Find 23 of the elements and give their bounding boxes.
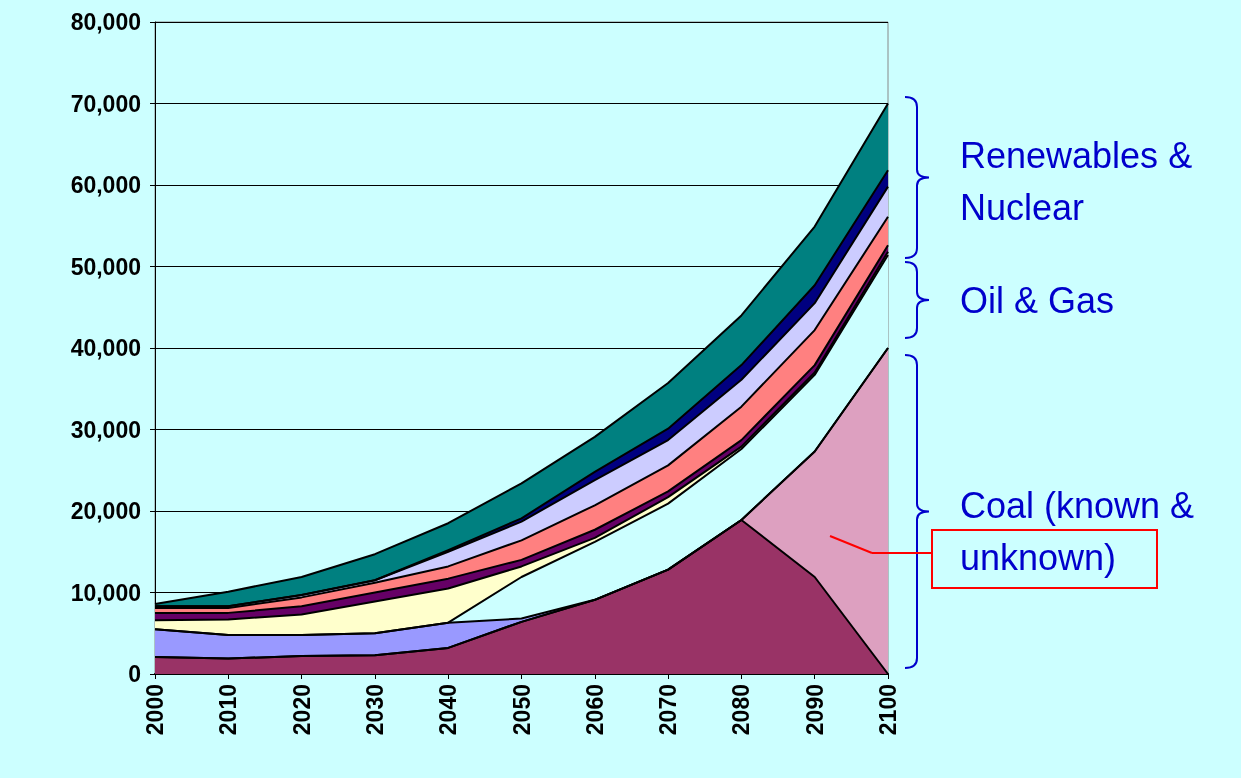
y-tick-label: 70,000: [70, 90, 141, 117]
x-tick-label: 2080: [728, 684, 755, 736]
y-tick-label: 60,000: [70, 172, 141, 198]
y-tick-label: 50,000: [70, 253, 141, 280]
y-tick-label: 40,000: [70, 335, 141, 361]
y-tick-label: 20,000: [70, 498, 141, 524]
y-tick-label: 30,000: [70, 416, 141, 443]
text: Oil & Gas: [960, 279, 1116, 323]
x-tick-label: 2040: [435, 684, 462, 736]
x-tick-label: 2070: [655, 684, 682, 736]
y-tick-label: 80,000: [70, 9, 141, 35]
x-tick-label: 2060: [581, 684, 608, 736]
y-tick-label: 10,000: [70, 579, 141, 606]
x-tick-label: 2030: [361, 684, 388, 736]
x-tick-label: 2090: [801, 684, 828, 736]
x-tick-label: 2020: [288, 684, 315, 736]
text: Renewables & Nuclear: [960, 134, 1194, 230]
y-tick-label: 0: [128, 661, 141, 687]
text: Coal (known & unknown): [960, 484, 1196, 580]
x-tick-label: 2100: [875, 684, 901, 736]
x-tick-label: 2010: [215, 684, 242, 736]
x-tick-label: 2050: [508, 684, 535, 736]
x-tick-label: 2000: [142, 684, 168, 736]
